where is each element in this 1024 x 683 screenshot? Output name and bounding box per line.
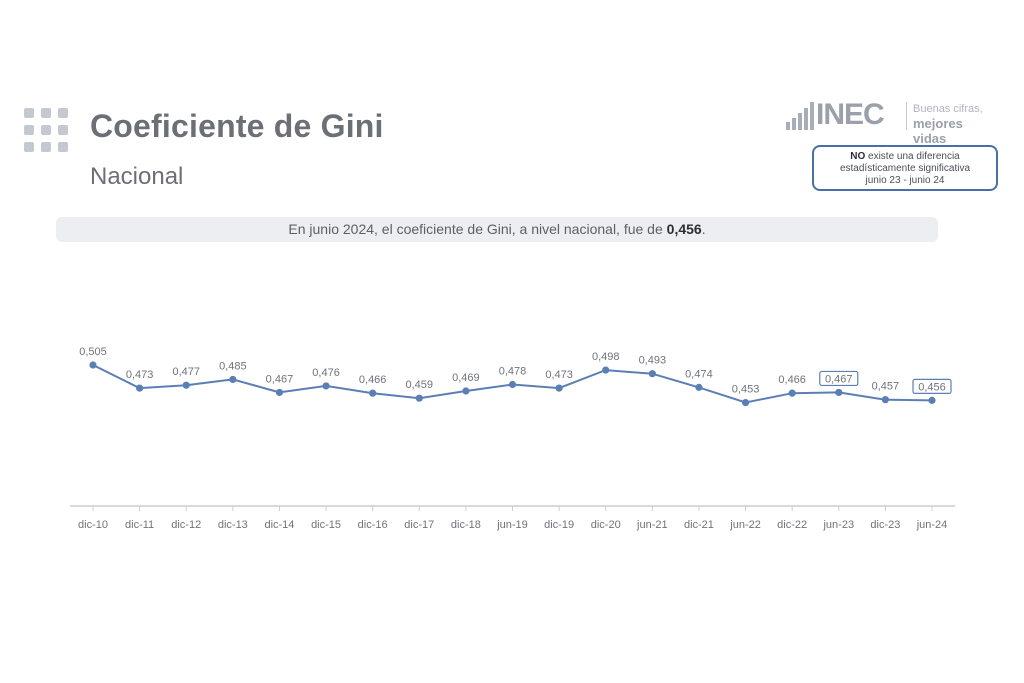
x-tick-label: dic-16 — [358, 519, 388, 531]
data-point — [602, 366, 610, 374]
data-label: 0,493 — [639, 355, 667, 367]
data-point — [555, 384, 563, 392]
x-tick-label: dic-10 — [78, 519, 108, 531]
x-tick-label: dic-17 — [404, 519, 434, 531]
x-tick-label: dic-13 — [218, 519, 248, 531]
tagline-line2: mejores vidas — [913, 116, 963, 146]
data-point — [835, 388, 843, 397]
x-tick-label: dic-21 — [684, 519, 714, 531]
data-point — [89, 361, 97, 369]
data-label: 0,476 — [312, 367, 340, 379]
data-point — [275, 388, 284, 397]
data-label: 0,453 — [732, 384, 760, 396]
bars-icon — [786, 100, 816, 130]
data-label: 0,498 — [592, 351, 620, 363]
data-label: 0,467 — [825, 373, 853, 385]
highlight-box — [912, 378, 952, 394]
data-point — [229, 375, 237, 384]
summary-banner: En junio 2024, el coeficiente de Gini, a… — [56, 217, 938, 242]
x-tick-label: dic-11 — [125, 519, 154, 531]
data-label: 0,467 — [266, 373, 294, 385]
data-label: 0,456 — [918, 381, 946, 393]
data-point — [415, 394, 423, 402]
data-label: 0,459 — [406, 379, 434, 391]
x-tick-label: jun-22 — [729, 519, 761, 531]
data-point — [881, 396, 889, 404]
data-point — [462, 387, 470, 395]
data-point — [928, 396, 936, 404]
x-tick-label: dic-19 — [544, 519, 574, 531]
page-subtitle: Nacional — [90, 163, 184, 190]
x-tick-label: dic-22 — [777, 519, 807, 531]
data-point — [788, 389, 796, 397]
data-label: 0,505 — [79, 346, 107, 358]
data-label: 0,473 — [126, 369, 154, 381]
banner-value: 0,456 — [666, 221, 702, 237]
data-label: 0,466 — [778, 374, 806, 386]
x-tick-label: dic-20 — [591, 519, 621, 531]
data-point — [182, 381, 190, 389]
data-point — [695, 383, 703, 391]
banner-end: . — [701, 221, 706, 237]
data-label: 0,474 — [685, 368, 713, 380]
data-label: 0,466 — [359, 374, 387, 386]
data-point — [369, 389, 377, 397]
data-label: 0,457 — [872, 381, 900, 393]
highlight-box — [819, 370, 859, 387]
data-label: 0,485 — [219, 360, 247, 372]
x-tick-label: jun-21 — [636, 519, 668, 531]
note-line1: existe una diferencia — [865, 151, 960, 162]
data-point — [322, 382, 330, 390]
note-line3: junio 23 - junio 24 — [865, 175, 945, 186]
note-line2: estadísticamente significativa — [839, 163, 971, 174]
data-label: 0,469 — [452, 372, 480, 384]
logo-divider — [906, 102, 907, 130]
tagline-line1: Buenas cifras, — [913, 103, 983, 115]
x-tick-label: dic-23 — [870, 519, 900, 531]
note-bold: NO — [850, 151, 866, 162]
x-tick-label: jun-23 — [822, 519, 854, 531]
inec-wordmark: INEC — [816, 98, 885, 131]
data-point — [741, 398, 750, 407]
banner-text: En junio 2024, el coeficiente de Gini, a… — [288, 221, 667, 237]
data-point — [508, 380, 517, 389]
x-tick-label: dic-15 — [311, 519, 341, 531]
brand-dots-icon — [24, 108, 68, 152]
significance-note: NO existe una diferencia estadísticament… — [812, 145, 998, 191]
data-point — [648, 370, 656, 378]
x-tick-label: dic-12 — [171, 519, 201, 531]
page-title: Coeficiente de Gini — [90, 108, 384, 144]
data-point — [136, 384, 144, 392]
x-tick-label: dic-18 — [451, 519, 481, 531]
inec-logo: INEC Buenas cifras, mejores vidas — [786, 98, 996, 146]
data-label: 0,477 — [172, 366, 200, 378]
x-tick-label: jun-24 — [916, 519, 948, 531]
x-tick-label: dic-14 — [264, 519, 294, 531]
data-label: 0,473 — [545, 369, 573, 381]
x-tick-label: jun-19 — [496, 519, 528, 531]
data-label: 0,478 — [499, 365, 527, 377]
